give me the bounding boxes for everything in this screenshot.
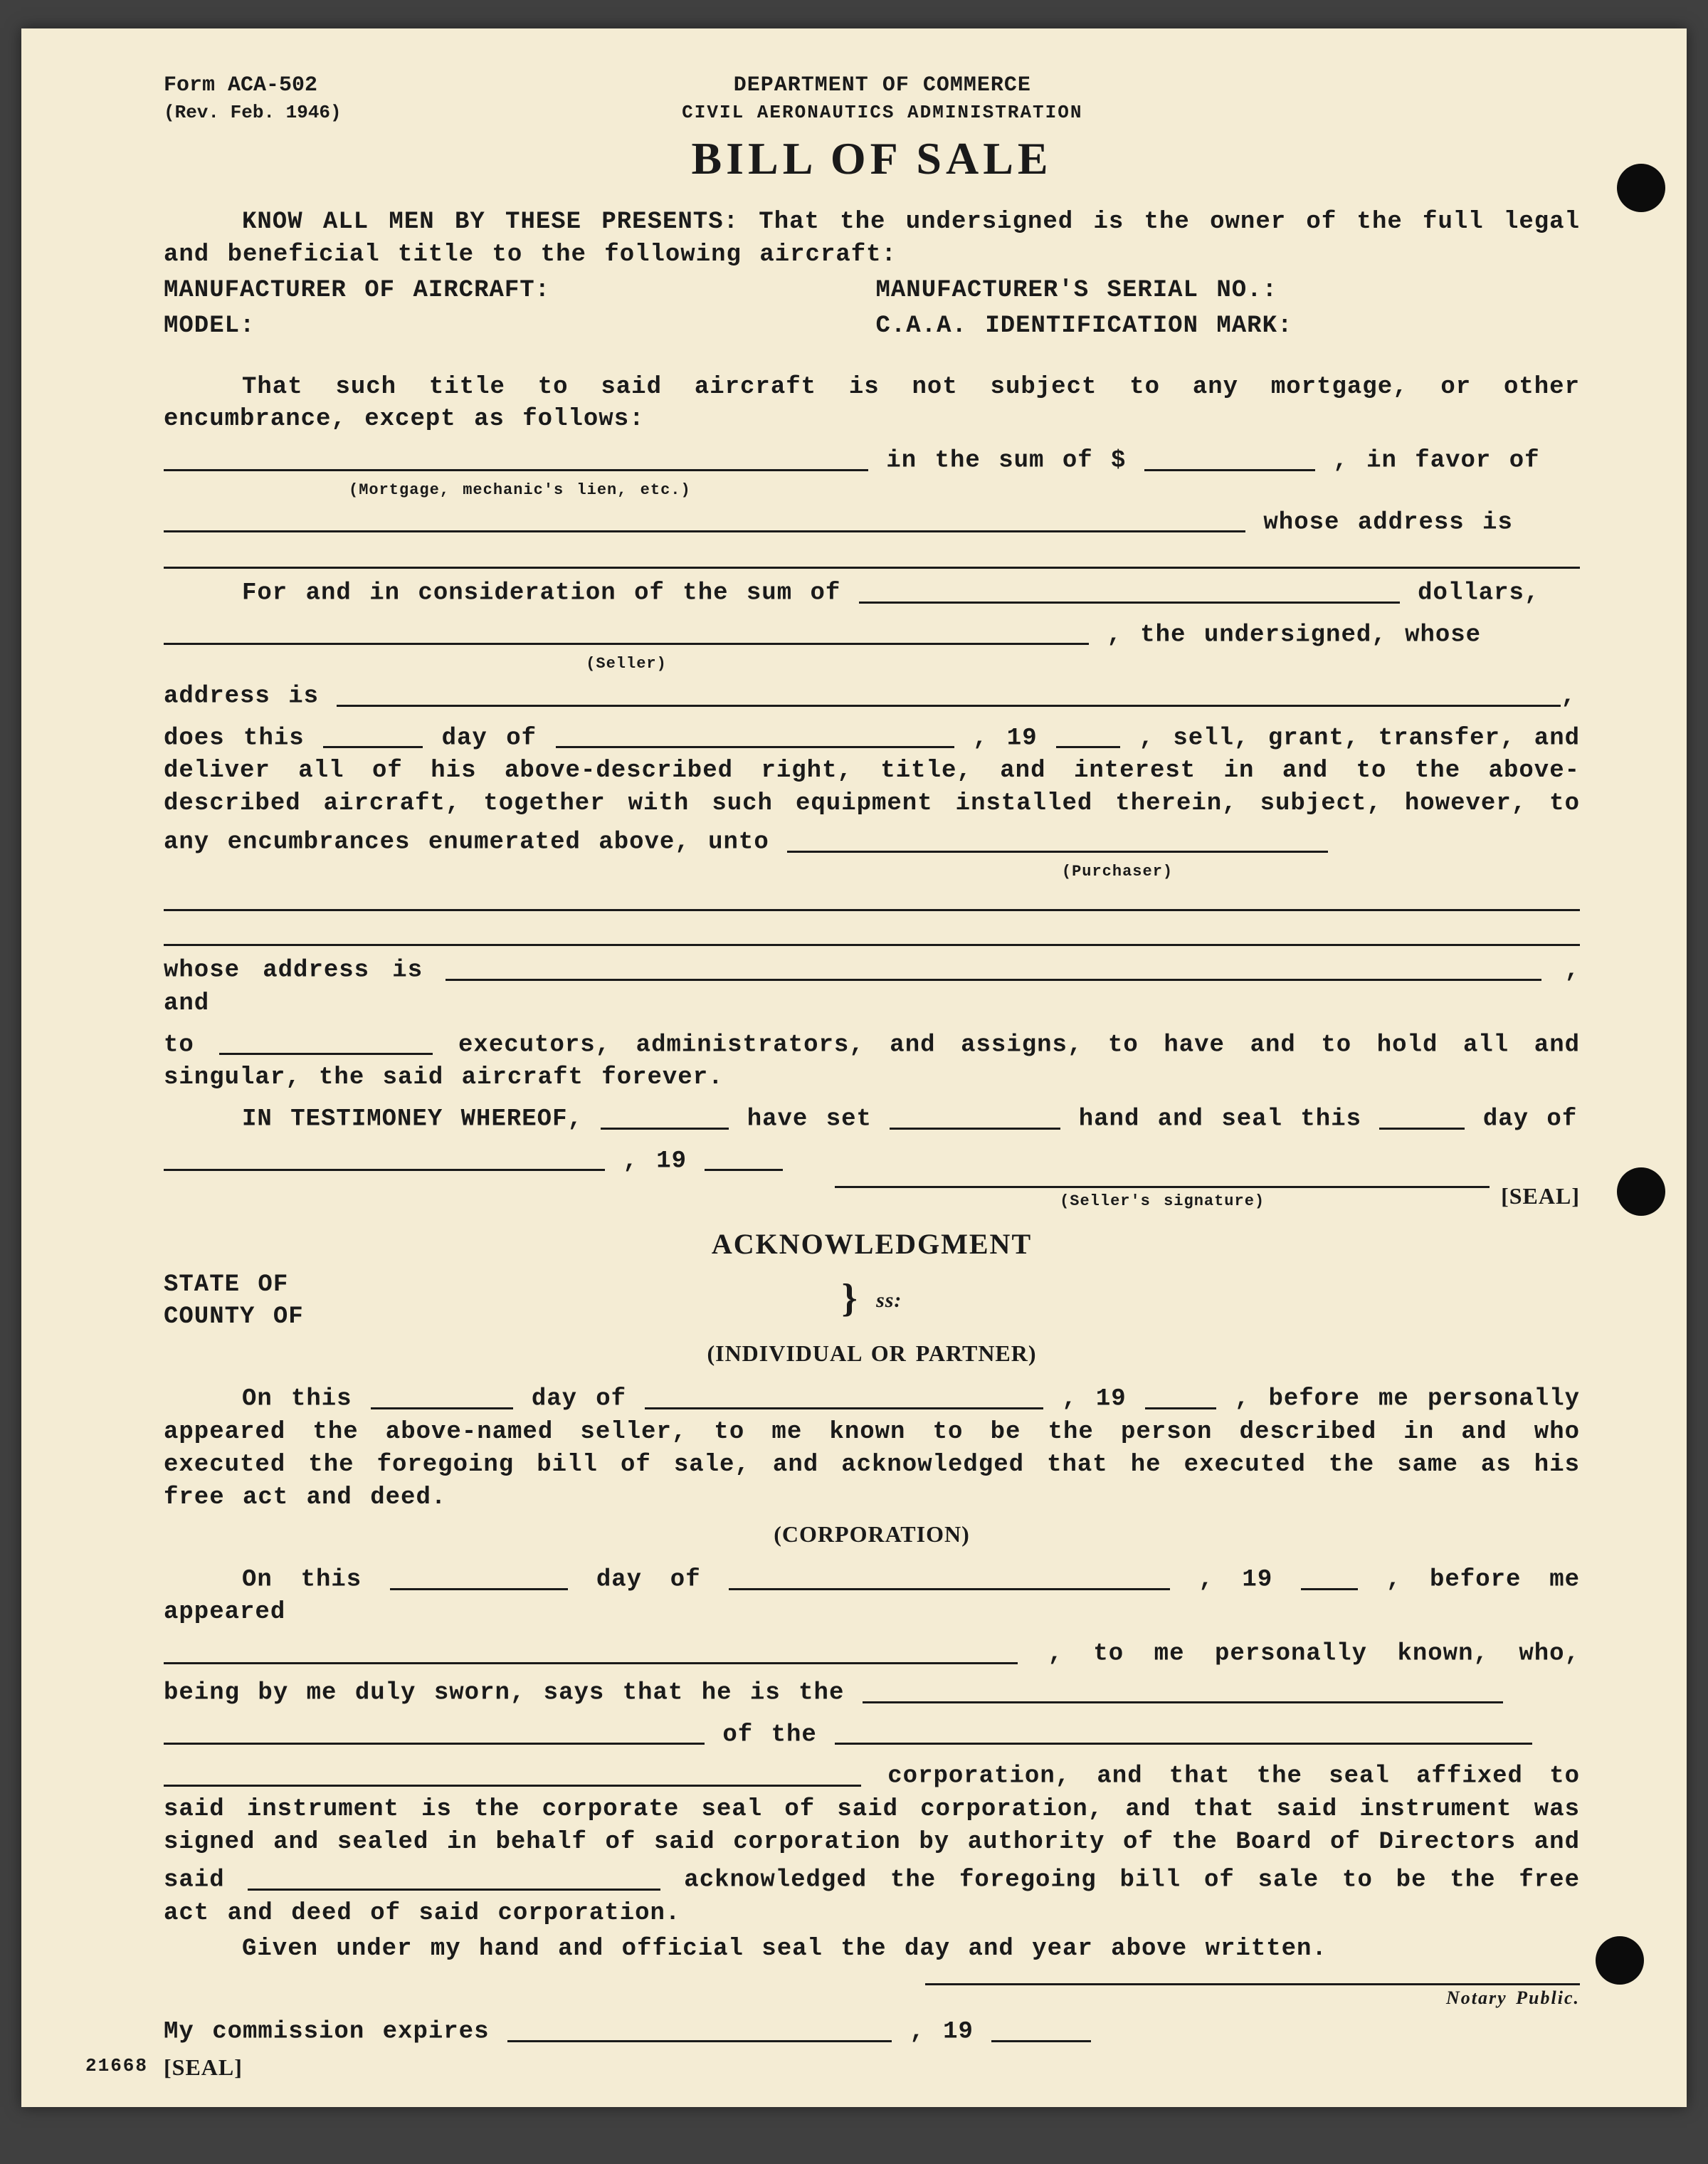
year-prefix-label: , 19 (973, 725, 1038, 752)
blank-seller-address (337, 679, 1561, 707)
model-label: MODEL: (164, 310, 858, 343)
blank-year (1056, 721, 1120, 749)
blank-corp-name2 (164, 1759, 861, 1787)
punch-hole-icon (1617, 164, 1665, 212)
given-under-text: Given under my hand and official seal th… (164, 1933, 1580, 1966)
day-of-label: day of (442, 725, 556, 752)
blank-purchaser-line3 (164, 942, 1580, 946)
county-of-label: COUNTY OF (164, 1301, 363, 1334)
testimony-b: have set (747, 1106, 890, 1133)
blank-whose (890, 1102, 1060, 1130)
blank-seal-year (705, 1144, 783, 1172)
intro-paragraph: KNOW ALL MEN BY THESE PRESENTS: That the… (164, 206, 1580, 272)
purchaser-note: (Purchaser) (975, 861, 1260, 883)
corp-a: On this (242, 1567, 362, 1594)
punch-hole-icon (1596, 1936, 1644, 1985)
form-revision: (Rev. Feb. 1946) (164, 100, 342, 125)
corp-f: of the (722, 1721, 816, 1748)
form-header: Form ACA-502 (Rev. Feb. 1946) DEPARTMENT… (164, 71, 1580, 125)
mortgage-note: (Mortgage, mechanic's lien, etc.) (164, 480, 1580, 501)
blank-address-line (164, 565, 1580, 569)
blank-corp-title2 (164, 1718, 705, 1745)
sum-text-a: in the sum of $ (886, 448, 1126, 475)
blank-indiv-month (645, 1382, 1043, 1409)
to-label: to (164, 1031, 194, 1059)
does-this-label: does this (164, 725, 323, 752)
blank-consideration (859, 576, 1400, 604)
corp-b: day of (596, 1567, 729, 1594)
seal-year-prefix: , 19 (623, 1147, 687, 1175)
state-of-label: STATE OF (164, 1269, 363, 1302)
document-page: Form ACA-502 (Rev. Feb. 1946) DEPARTMENT… (21, 28, 1687, 2107)
sum-text-b: , in favor of (1333, 448, 1539, 475)
commission-b: , 19 (910, 2019, 974, 2046)
brace-icon: } (842, 1276, 858, 1320)
testimony-c: hand and seal this (1079, 1106, 1380, 1133)
department-name: DEPARTMENT OF COMMERCE (342, 71, 1423, 100)
address-is-label: address is (164, 683, 337, 710)
whose-address-label: whose address is (164, 957, 446, 984)
administration-name: CIVIL AERONAUTICS ADMINISTRATION (342, 100, 1423, 125)
blank-sum (1144, 443, 1315, 471)
blank-purchaser-line2 (164, 908, 1580, 911)
dollars-label: dollars, (1418, 580, 1539, 607)
blank-corp-name (835, 1718, 1532, 1745)
blank-to (219, 1028, 433, 1056)
blank-corp-person (164, 1637, 1018, 1664)
blank-month (556, 721, 954, 749)
undersigned-label: , the undersigned, whose (1107, 621, 1481, 648)
notary-public-label: Notary Public. (925, 1985, 1580, 2010)
seller-note: (Seller) (164, 653, 1089, 675)
seller-signature-line (835, 1185, 1490, 1188)
blank-corp-month (729, 1562, 1170, 1590)
blank-corp-said (248, 1863, 660, 1891)
corp-c: , 19 (1198, 1567, 1272, 1594)
commission-a: My commission expires (164, 2019, 507, 2046)
blank-seal-month (164, 1144, 605, 1172)
manufacturer-label: MANUFACTURER OF AIRCRAFT: (164, 275, 858, 308)
indiv-c: , 19 (1062, 1386, 1126, 1413)
corporation-heading: (CORPORATION) (164, 1519, 1580, 1550)
document-body: KNOW ALL MEN BY THESE PRESENTS: That the… (164, 206, 1580, 2086)
notary-seal-bracket: [SEAL] (164, 2054, 243, 2080)
blank-corp-day (390, 1562, 568, 1590)
blank-purchaser-address (446, 953, 1541, 981)
blank-indiv-year (1145, 1382, 1216, 1409)
seal-bracket: [SEAL] (1501, 1181, 1580, 1212)
acknowledgment-heading: ACKNOWLEDGMENT (164, 1225, 1580, 1264)
document-number: 21668 (85, 2054, 148, 2079)
blank-corp-title (863, 1676, 1503, 1703)
blank-who (601, 1102, 729, 1130)
document-title: BILL OF SALE (164, 128, 1580, 189)
form-number-label: Form (164, 73, 228, 98)
blank-encumbrance-type (164, 443, 868, 471)
blank-seal-day (1379, 1102, 1465, 1130)
blank-corp-year (1301, 1562, 1358, 1590)
blank-day (323, 721, 423, 749)
individual-heading: (INDIVIDUAL OR PARTNER) (164, 1338, 1580, 1369)
blank-purchaser (787, 825, 1328, 853)
form-number: ACA-502 (228, 73, 317, 98)
blank-commission-date (507, 2015, 892, 2042)
punch-hole-icon (1617, 1167, 1665, 1216)
seller-signature-label: (Seller's signature) (835, 1191, 1490, 1212)
testimony-a: IN TESTIMONEY WHEREOF, (242, 1106, 601, 1133)
encumbrance-lead: That such title to said aircraft is not … (164, 372, 1580, 437)
testimony-d: day of (1483, 1106, 1577, 1133)
blank-indiv-day (371, 1382, 513, 1409)
consideration-a: For and in consideration of the sum of (242, 580, 859, 607)
whose-address-is: whose address is (1263, 509, 1512, 536)
caa-id-label: C.A.A. IDENTIFICATION MARK: (876, 312, 1293, 340)
blank-seller (164, 618, 1089, 646)
serial-label: MANUFACTURER'S SERIAL NO.: (876, 277, 1278, 304)
indiv-a: On this (242, 1386, 352, 1413)
blank-commission-year (991, 2015, 1091, 2042)
ss-label: ss: (876, 1288, 902, 1312)
indiv-b: day of (532, 1386, 645, 1413)
blank-favor-of (164, 505, 1245, 533)
